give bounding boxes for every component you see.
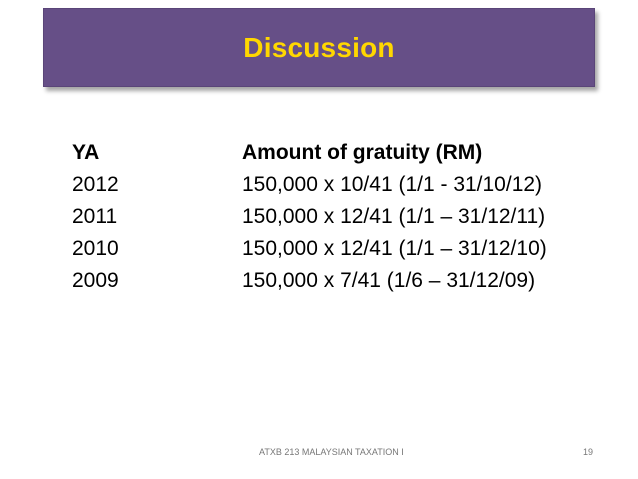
slide-title: Discussion	[243, 31, 395, 63]
cell-amount: 150,000 x 12/41 (1/1 – 31/12/10)	[242, 237, 547, 260]
cell-amount: 150,000 x 12/41 (1/1 – 31/12/11)	[242, 205, 546, 228]
table-row: 2010 150,000 x 12/41 (1/1 – 31/12/10)	[72, 233, 622, 265]
cell-ya: 2009	[72, 269, 119, 292]
table-row: 2009 150,000 x 7/41 (1/6 – 31/12/09)	[72, 265, 622, 297]
title-banner: Discussion	[43, 8, 595, 87]
cell-amount: 150,000 x 7/41 (1/6 – 31/12/09)	[242, 269, 536, 292]
cell-ya: 2011	[72, 205, 118, 228]
footer-course-name: ATXB 213 MALAYSIAN TAXATION I	[259, 447, 404, 457]
table-row: 2011 150,000 x 12/41 (1/1 – 31/12/11)	[72, 201, 622, 233]
cell-amount: 150,000 x 10/41 (1/1 - 31/10/12)	[242, 173, 543, 196]
cell-ya: 2010	[72, 237, 119, 260]
footer-page-number: 19	[583, 447, 594, 457]
header-amount: Amount of gratuity (RM)	[242, 141, 483, 164]
cell-ya: 2012	[72, 173, 119, 196]
table-row: 2012 150,000 x 10/41 (1/1 - 31/10/12)	[72, 169, 622, 201]
header-ya: YA	[72, 141, 100, 164]
table-header-row: YA Amount of gratuity (RM)	[72, 137, 622, 169]
gratuity-table: YA Amount of gratuity (RM) 2012 150,000 …	[72, 137, 622, 297]
